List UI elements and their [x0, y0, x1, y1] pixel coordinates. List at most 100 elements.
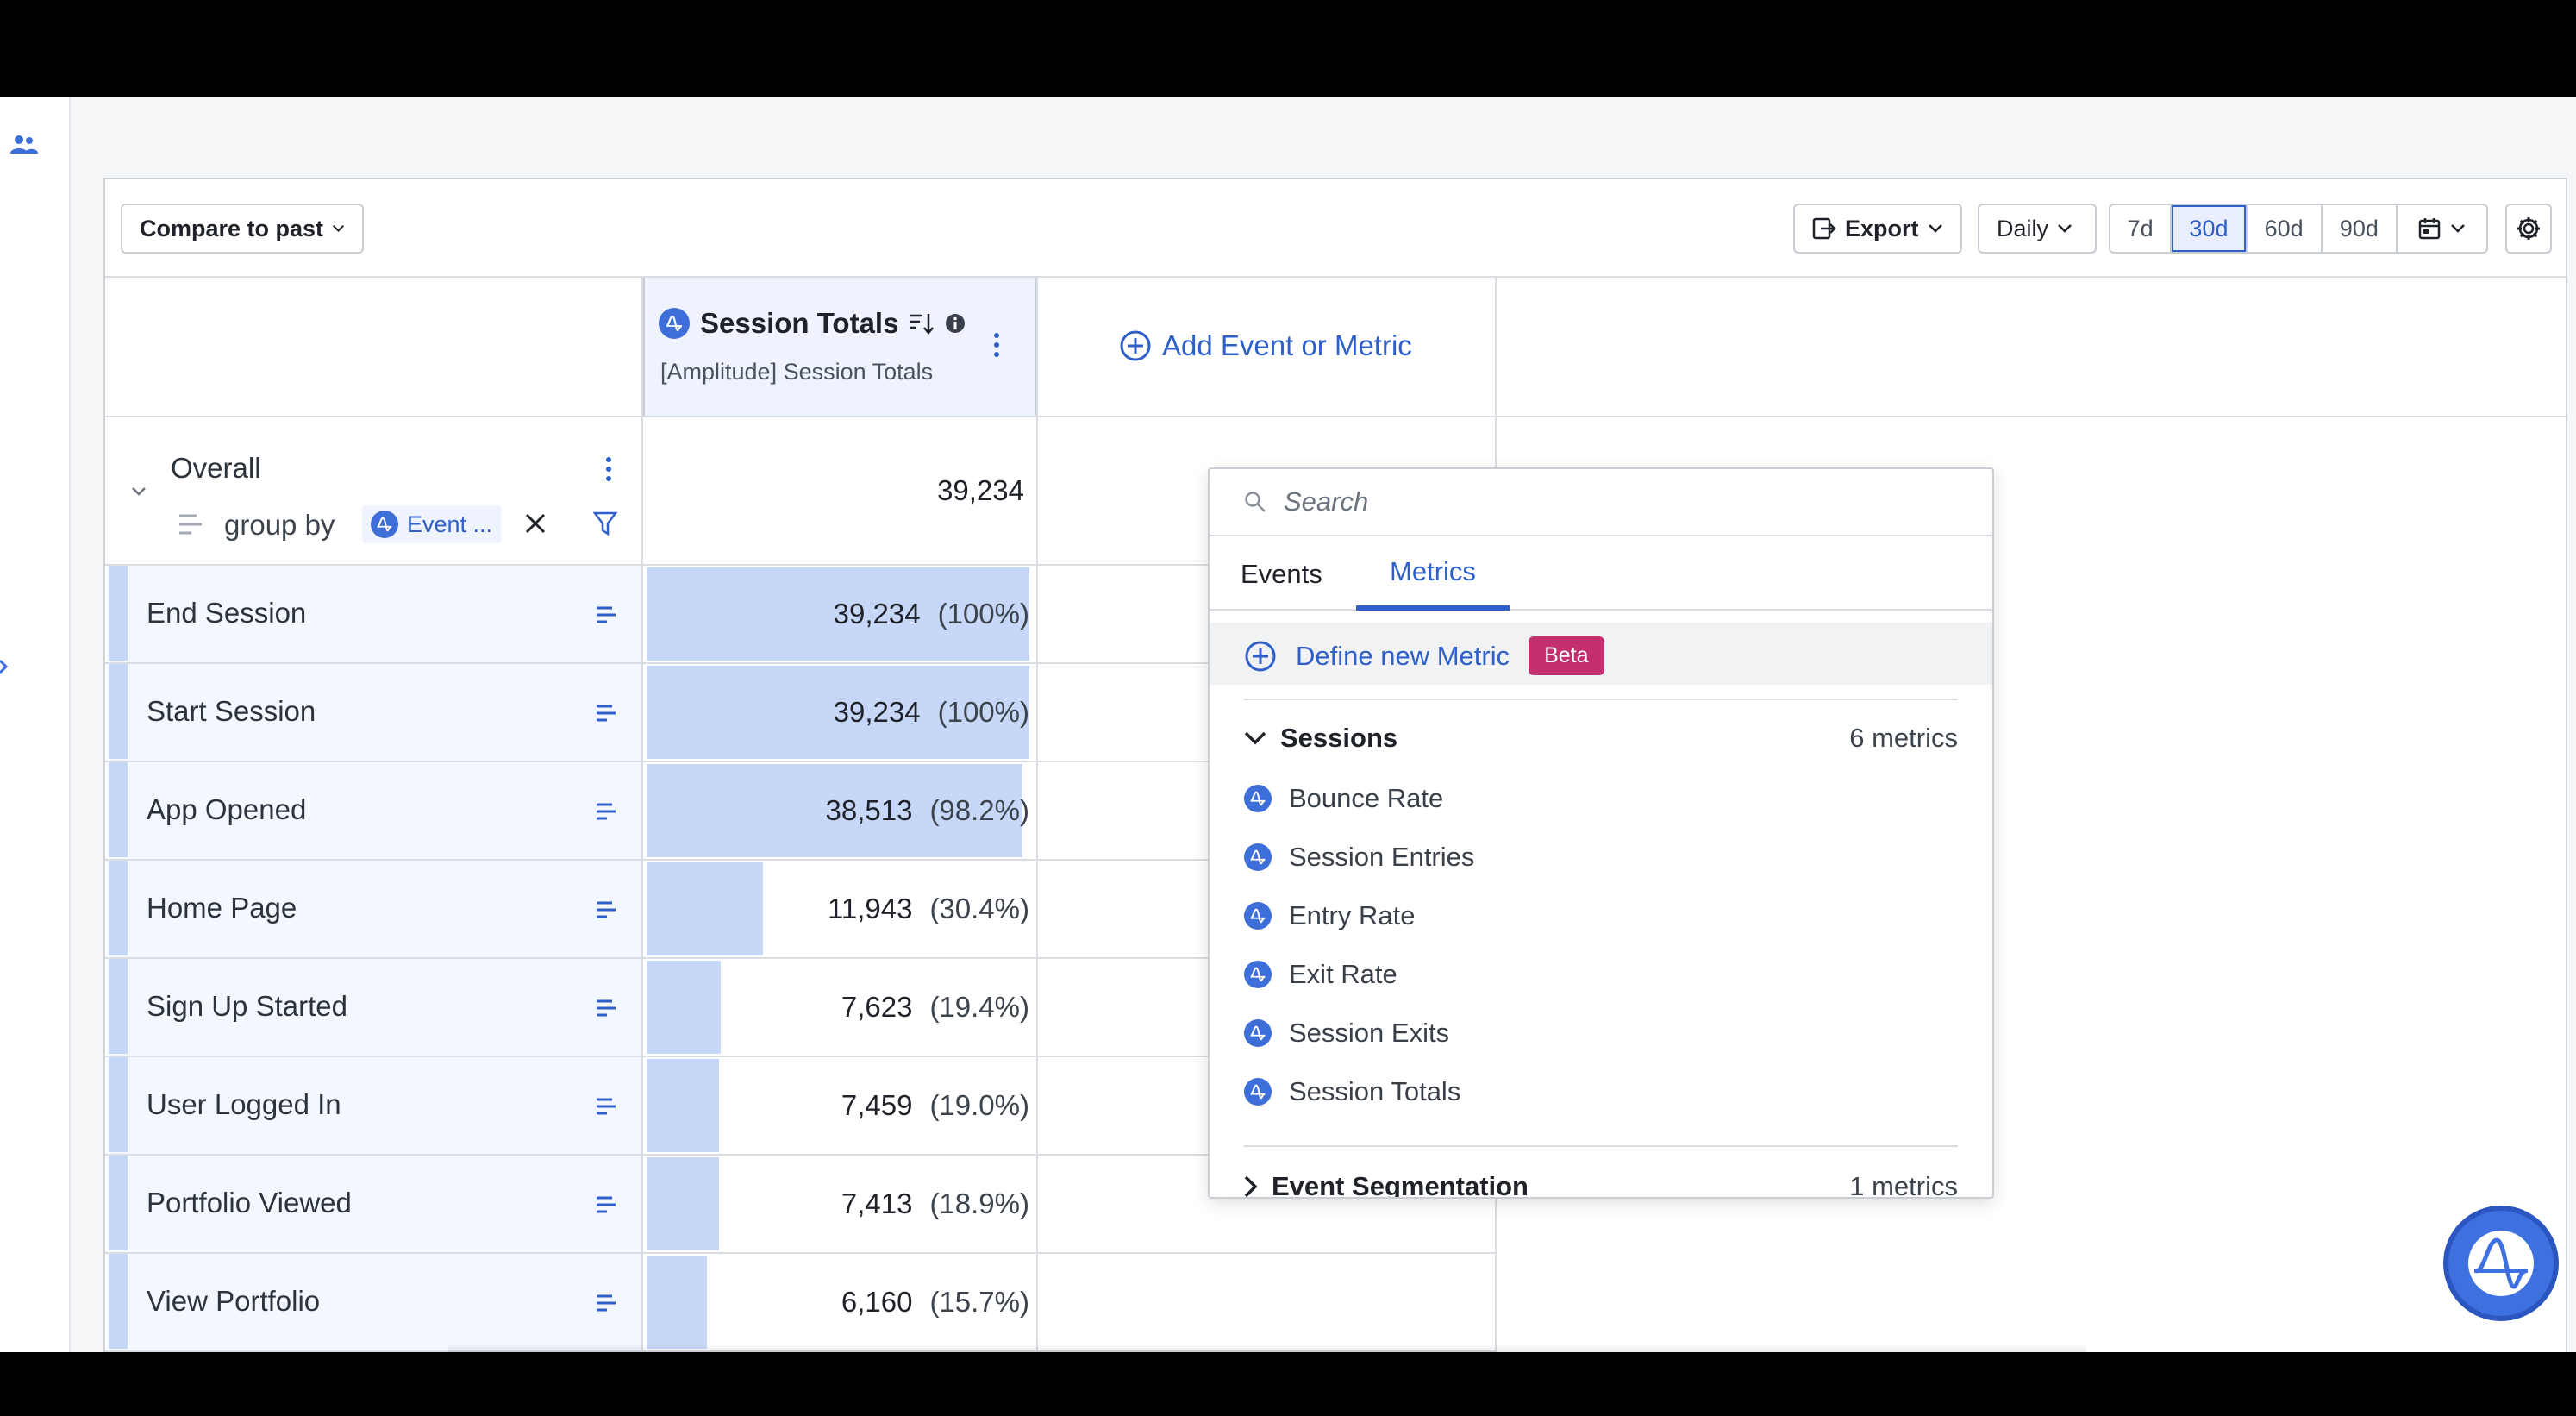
- table-row-value: 7,413 (18.9%): [647, 1156, 1029, 1252]
- add-event-or-metric-button[interactable]: Add Event or Metric: [1119, 329, 1412, 362]
- table-row-value: 6,160 (15.7%): [647, 1254, 1029, 1350]
- table-row-label[interactable]: Start Session: [107, 664, 641, 761]
- session-totals-column-header[interactable]: Session Totals [Amplitude] Session Total…: [643, 278, 1036, 416]
- row-color-stripe: [109, 1156, 128, 1250]
- event-name: End Session: [147, 597, 307, 629]
- metric-item[interactable]: Exit Rate: [1244, 959, 1397, 990]
- row-percent: (15.7%): [929, 1286, 1029, 1318]
- row-count: 38,513: [825, 794, 913, 826]
- row-count: 7,459: [841, 1089, 913, 1121]
- info-icon[interactable]: [945, 313, 966, 334]
- range-7d[interactable]: 7d: [2110, 205, 2173, 252]
- export-label: Export: [1845, 215, 1919, 241]
- row-value-bar: [647, 1059, 719, 1152]
- close-icon[interactable]: [524, 512, 547, 535]
- sort-icon[interactable]: [909, 311, 935, 335]
- more-vertical-icon[interactable]: [991, 331, 1002, 359]
- breakdown-icon[interactable]: [595, 605, 617, 624]
- overall-label: Overall: [171, 452, 261, 484]
- column-title: Session Totals: [700, 307, 899, 339]
- analysis-panel: Compare to past Export Daily 7d 30d 60d …: [103, 178, 2567, 1352]
- tab-metrics[interactable]: Metrics: [1356, 538, 1510, 611]
- row-percent: (19.0%): [929, 1089, 1029, 1121]
- segmentation-group-header[interactable]: Event Segmentation 1 metrics: [1244, 1168, 1958, 1199]
- amplitude-logo-icon: [1244, 843, 1272, 871]
- interval-select[interactable]: Daily: [1978, 204, 2097, 254]
- breakdown-icon[interactable]: [595, 999, 617, 1018]
- search-icon: [1245, 492, 1266, 512]
- breakdown-icon[interactable]: [595, 802, 617, 821]
- collapse-chevron-icon[interactable]: [131, 486, 147, 497]
- interval-label: Daily: [1997, 215, 2049, 241]
- search-field[interactable]: Search: [1210, 469, 1992, 536]
- metric-item[interactable]: Bounce Rate: [1244, 783, 1443, 814]
- row-value-bar: [647, 961, 721, 1054]
- breakdown-icon[interactable]: [595, 1097, 617, 1116]
- event-name: Sign Up Started: [147, 990, 347, 1022]
- header-divider: [105, 416, 2567, 417]
- define-metric-row[interactable]: Define new Metric Beta: [1210, 623, 1992, 685]
- compare-to-past-button[interactable]: Compare to past: [121, 204, 364, 254]
- row-color-stripe: [109, 566, 128, 661]
- tab-events[interactable]: Events: [1241, 559, 1322, 589]
- more-vertical-icon[interactable]: [603, 455, 614, 483]
- row-count: 6,160: [841, 1286, 913, 1318]
- row-color-stripe: [109, 664, 128, 759]
- metric-label: Session Exits: [1289, 1018, 1450, 1048]
- event-name: App Opened: [147, 793, 307, 825]
- export-button[interactable]: Export: [1793, 204, 1962, 254]
- chevron-down-icon: [332, 224, 345, 232]
- table-row-label[interactable]: View Portfolio: [107, 1254, 641, 1350]
- metric-label: Session Totals: [1289, 1076, 1461, 1106]
- calendar-picker[interactable]: [2398, 205, 2486, 252]
- row-divider: [105, 1252, 1497, 1254]
- metric-item[interactable]: Session Exits: [1244, 1018, 1449, 1049]
- amplitude-logo-icon: [659, 308, 690, 339]
- table-row-label[interactable]: User Logged In: [107, 1057, 641, 1154]
- table-row-label[interactable]: App Opened: [107, 762, 641, 859]
- sessions-group-count: 6 metrics: [1849, 723, 1958, 753]
- metric-item[interactable]: Session Entries: [1244, 842, 1474, 873]
- overall-value: 39,234: [937, 474, 1024, 506]
- row-value-bar: [647, 1157, 719, 1250]
- event-name: View Portfolio: [147, 1285, 321, 1317]
- metric-label: Bounce Rate: [1289, 783, 1444, 813]
- filter-icon[interactable]: [593, 511, 617, 536]
- users-icon[interactable]: [9, 133, 40, 155]
- expand-chevron-icon[interactable]: [0, 655, 9, 678]
- amplitude-logo-icon: [2468, 1231, 2534, 1296]
- row-count: 39,234: [833, 598, 921, 630]
- range-60d[interactable]: 60d: [2248, 205, 2323, 252]
- app-screen: Compare to past Export Daily 7d 30d 60d …: [0, 97, 2576, 1352]
- breakdown-icon[interactable]: [595, 1195, 617, 1214]
- metric-label: Exit Rate: [1289, 959, 1397, 989]
- sessions-group-header[interactable]: Sessions 6 metrics: [1244, 719, 1958, 757]
- table-row-label[interactable]: End Session: [107, 566, 641, 662]
- amplitude-logo-icon: [1244, 902, 1272, 930]
- group-by-chip[interactable]: Event ...: [362, 505, 502, 543]
- row-value-bar: [647, 567, 1029, 661]
- metric-item[interactable]: Entry Rate: [1244, 900, 1415, 931]
- metric-item[interactable]: Session Totals: [1244, 1076, 1460, 1107]
- range-90d[interactable]: 90d: [2323, 205, 2398, 252]
- row-color-stripe: [109, 1254, 128, 1349]
- breakdown-icon[interactable]: [595, 1294, 617, 1313]
- breakdown-icon[interactable]: [595, 900, 617, 919]
- row-count: 7,623: [841, 991, 913, 1023]
- segmentation-group-label: Event Segmentation: [1272, 1171, 1529, 1199]
- row-divider: [105, 1350, 1497, 1352]
- breakdown-icon[interactable]: [595, 704, 617, 723]
- column-subtitle: [Amplitude] Session Totals: [660, 359, 934, 385]
- amplitude-assistant-button[interactable]: [2443, 1206, 2559, 1321]
- table-row-label[interactable]: Home Page: [107, 861, 641, 957]
- row-divider: [105, 662, 1497, 664]
- plus-circle-icon: [1245, 641, 1276, 671]
- table-row-value: 38,513 (98.2%): [647, 762, 1030, 859]
- table-row-label[interactable]: Sign Up Started: [107, 959, 641, 1056]
- chevron-right-icon: [1244, 1175, 1258, 1197]
- range-30d[interactable]: 30d: [2172, 205, 2248, 252]
- settings-button[interactable]: [2505, 204, 2552, 254]
- table-row-label[interactable]: Portfolio Viewed: [107, 1156, 641, 1252]
- value-column-divider: [1036, 276, 1038, 1352]
- add-event-label: Add Event or Metric: [1162, 329, 1412, 361]
